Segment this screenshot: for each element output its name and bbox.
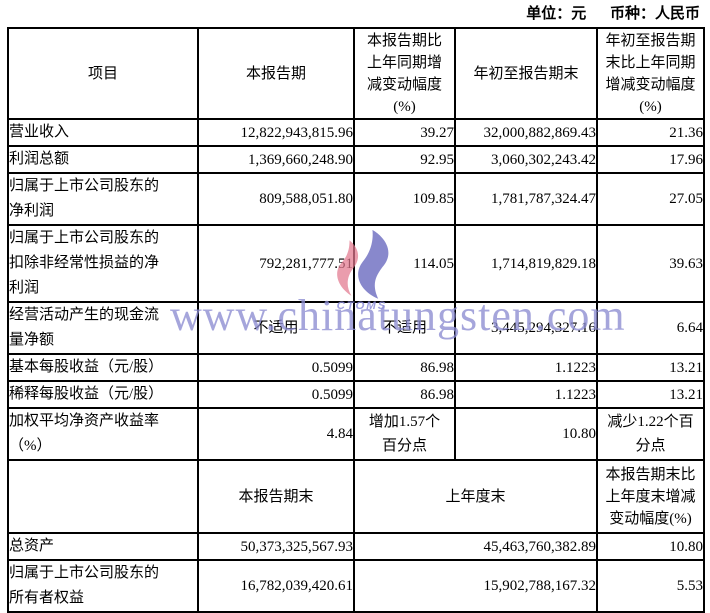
header-period-end: 本报告期末 <box>197 459 355 534</box>
item-label-cell: 营业收入 <box>7 118 199 147</box>
item-label-cell: 归属于上市公司股东的 净利润 <box>7 172 199 226</box>
prev-year-end-cell: 45,463,760,382.89 <box>353 532 598 561</box>
current-period-cell: 809,588,051.80 <box>197 172 355 226</box>
header-ytd-yoy: 年初至报告期 末比上年同期 增减变动幅度 (%) <box>596 27 705 120</box>
table-row-revenue: 营业收入 12,822,943,815.96 39.27 32,000,882,… <box>7 118 705 147</box>
ytd-yoy-cell: 39.63 <box>596 224 705 303</box>
period-end-cell: 16,782,039,420.61 <box>197 559 355 613</box>
financial-summary-table: 项目 本报告期 本报告期比 上年同期增 减变动幅度 (%) 年初至报告期末 年初… <box>7 27 705 613</box>
current-period-cell: 12,822,943,815.96 <box>197 118 355 147</box>
ytd-cell: 1.1223 <box>454 353 598 382</box>
section2-header-row: 本报告期末 上年度末 本报告期末比 上年度末增减 变动幅度(%) <box>7 459 705 534</box>
table-row-net-profit-excl-nonrecurring: 归属于上市公司股东的 扣除非经常性损益的净 利润 792,281,777.51 … <box>7 224 705 303</box>
current-period-cell: 不适用 <box>197 301 355 355</box>
table-row-basic-eps: 基本每股收益（元/股） 0.5099 86.98 1.1223 13.21 <box>7 353 705 382</box>
ytd-yoy-cell: 13.21 <box>596 353 705 382</box>
item-label-cell: 加权平均净资产收益率 （%） <box>7 407 199 461</box>
ytd-cell: 3,060,302,243.42 <box>454 145 598 174</box>
header-period-end-change: 本报告期末比 上年度末增减 变动幅度(%) <box>596 459 705 534</box>
ytd-cell: 32,000,882,869.43 <box>454 118 598 147</box>
table-row-net-profit: 归属于上市公司股东的 净利润 809,588,051.80 109.85 1,7… <box>7 172 705 226</box>
current-period-cell: 0.5099 <box>197 353 355 382</box>
table-row-operating-cash-flow: 经营活动产生的现金流 量净额 不适用 不适用 3,445,294,327.16 … <box>7 301 705 355</box>
ytd-yoy-cell: 减少1.22个百 分点 <box>596 407 705 461</box>
item-label-cell: 稀释每股收益（元/股） <box>7 380 199 409</box>
table-row-owners-equity: 归属于上市公司股东的 所有者权益 16,782,039,420.61 15,90… <box>7 559 705 613</box>
current-period-cell: 792,281,777.51 <box>197 224 355 303</box>
item-label-cell: 归属于上市公司股东的 所有者权益 <box>7 559 199 613</box>
table-row-weighted-avg-roe: 加权平均净资产收益率 （%） 4.84 增加1.57个 百分点 10.80 减少… <box>7 407 705 461</box>
item-label-cell: 利润总额 <box>7 145 199 174</box>
ytd-cell: 10.80 <box>454 407 598 461</box>
change-cell: 10.80 <box>596 532 705 561</box>
current-yoy-cell: 86.98 <box>353 353 456 382</box>
ytd-cell: 3,445,294,327.16 <box>454 301 598 355</box>
ytd-cell: 1,781,787,324.47 <box>454 172 598 226</box>
current-yoy-cell: 109.85 <box>353 172 456 226</box>
header-current-period: 本报告期 <box>197 27 355 120</box>
table-row-total-assets: 总资产 50,373,325,567.93 45,463,760,382.89 … <box>7 532 705 561</box>
section1-header-row: 项目 本报告期 本报告期比 上年同期增 减变动幅度 (%) 年初至报告期末 年初… <box>7 27 705 120</box>
unit-label: 单位：元 <box>526 6 587 22</box>
prev-year-end-cell: 15,902,788,167.32 <box>353 559 598 613</box>
item-label-cell: 基本每股收益（元/股） <box>7 353 199 382</box>
current-yoy-cell: 114.05 <box>353 224 456 303</box>
header-current-yoy: 本报告期比 上年同期增 减变动幅度 (%) <box>353 27 456 120</box>
current-yoy-cell: 86.98 <box>353 380 456 409</box>
item-label-cell: 总资产 <box>7 532 199 561</box>
change-cell: 5.53 <box>596 559 705 613</box>
ytd-yoy-cell: 17.96 <box>596 145 705 174</box>
ytd-yoy-cell: 27.05 <box>596 172 705 226</box>
ytd-yoy-cell: 21.36 <box>596 118 705 147</box>
currency-label: 币种：人民币 <box>609 6 700 22</box>
header-prev-year-end: 上年度末 <box>353 459 598 534</box>
ytd-cell: 1.1223 <box>454 380 598 409</box>
current-yoy-cell: 92.95 <box>353 145 456 174</box>
item-label-cell: 归属于上市公司股东的 扣除非经常性损益的净 利润 <box>7 224 199 303</box>
current-period-cell: 0.5099 <box>197 380 355 409</box>
ytd-yoy-cell: 13.21 <box>596 380 705 409</box>
item-label-cell: 经营活动产生的现金流 量净额 <box>7 301 199 355</box>
ytd-cell: 1,714,819,829.18 <box>454 224 598 303</box>
header-ytd: 年初至报告期末 <box>454 27 598 120</box>
table-row-total-profit: 利润总额 1,369,660,248.90 92.95 3,060,302,24… <box>7 145 705 174</box>
unit-currency-line: 单位：元 币种：人民币 <box>0 0 710 29</box>
current-yoy-cell: 39.27 <box>353 118 456 147</box>
current-period-cell: 1,369,660,248.90 <box>197 145 355 174</box>
current-yoy-cell: 增加1.57个 百分点 <box>353 407 456 461</box>
ytd-yoy-cell: 6.64 <box>596 301 705 355</box>
table-row-diluted-eps: 稀释每股收益（元/股） 0.5099 86.98 1.1223 13.21 <box>7 380 705 409</box>
current-period-cell: 4.84 <box>197 407 355 461</box>
header-item: 项目 <box>7 27 199 120</box>
header-item-empty <box>7 459 199 534</box>
period-end-cell: 50,373,325,567.93 <box>197 532 355 561</box>
current-yoy-cell: 不适用 <box>353 301 456 355</box>
